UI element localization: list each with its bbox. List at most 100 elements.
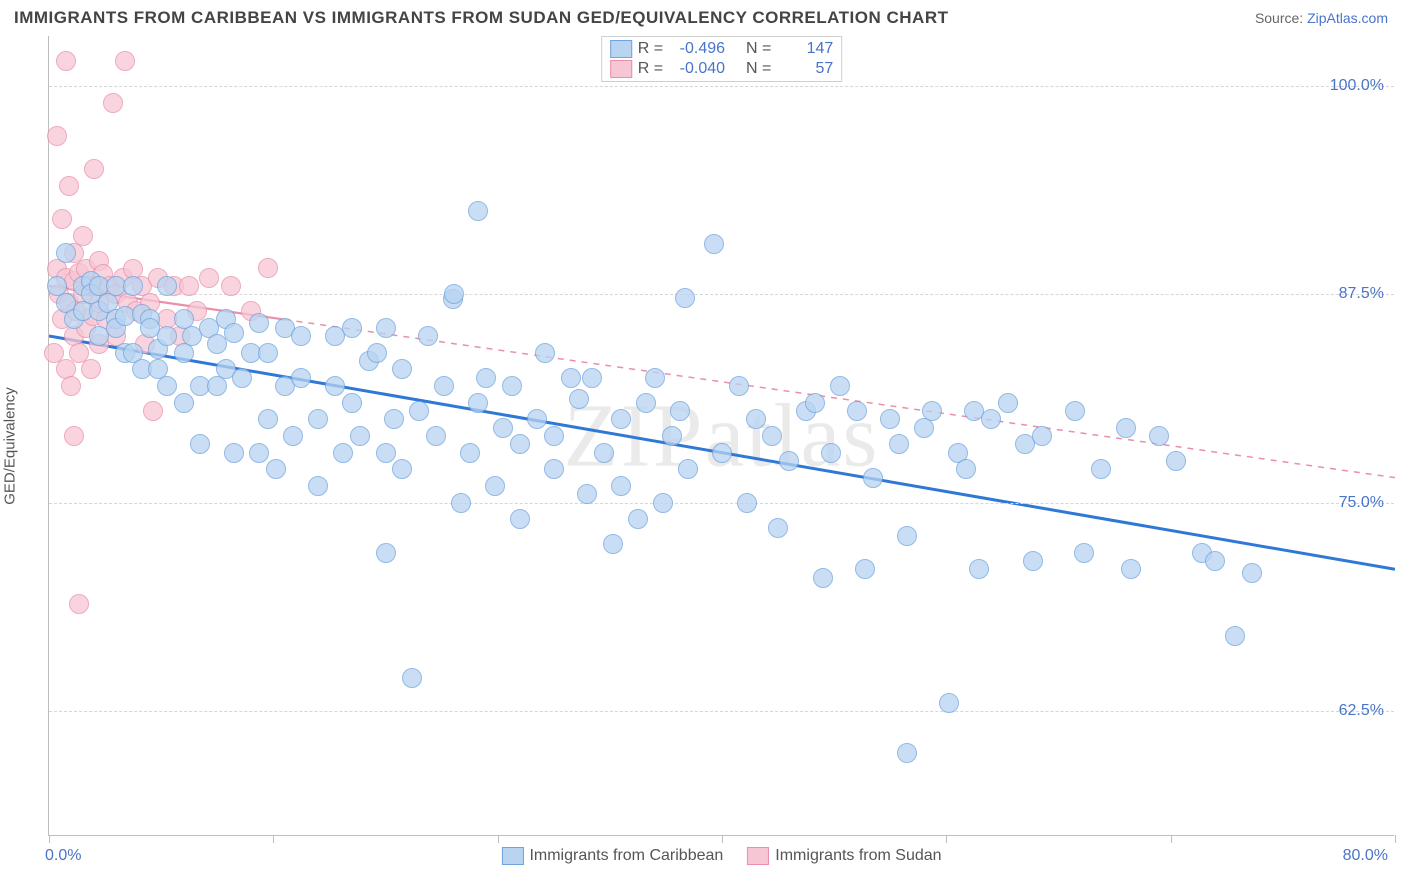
data-point bbox=[376, 443, 396, 463]
data-point bbox=[392, 459, 412, 479]
data-point bbox=[73, 226, 93, 246]
legend-swatch bbox=[610, 40, 632, 58]
data-point bbox=[350, 426, 370, 446]
data-point bbox=[544, 426, 564, 446]
y-axis-label: GED/Equivalency bbox=[2, 387, 19, 505]
data-point bbox=[746, 409, 766, 429]
data-point bbox=[527, 409, 547, 429]
data-point bbox=[582, 368, 602, 388]
legend-swatch bbox=[747, 847, 769, 865]
data-point bbox=[69, 594, 89, 614]
data-point bbox=[434, 376, 454, 396]
data-point bbox=[333, 443, 353, 463]
legend-row: R =-0.496 N =147 bbox=[610, 39, 834, 59]
data-point bbox=[636, 393, 656, 413]
data-point bbox=[493, 418, 513, 438]
data-point bbox=[1149, 426, 1169, 446]
data-point bbox=[939, 693, 959, 713]
data-point bbox=[535, 343, 555, 363]
data-point bbox=[1242, 563, 1262, 583]
data-point bbox=[628, 509, 648, 529]
data-point bbox=[729, 376, 749, 396]
data-point bbox=[675, 288, 695, 308]
chart-title: IMMIGRANTS FROM CARIBBEAN VS IMMIGRANTS … bbox=[14, 8, 949, 28]
data-point bbox=[342, 318, 362, 338]
data-point bbox=[61, 376, 81, 396]
data-point bbox=[653, 493, 673, 513]
data-point bbox=[863, 468, 883, 488]
data-point bbox=[510, 509, 530, 529]
data-point bbox=[1032, 426, 1052, 446]
data-point bbox=[737, 493, 757, 513]
x-tick bbox=[498, 835, 499, 843]
data-point bbox=[258, 258, 278, 278]
trend-lines-layer bbox=[49, 36, 1395, 836]
data-point bbox=[1023, 551, 1043, 571]
data-point bbox=[847, 401, 867, 421]
data-point bbox=[712, 443, 732, 463]
x-tick bbox=[49, 835, 50, 843]
y-tick-label: 100.0% bbox=[1330, 77, 1384, 95]
data-point bbox=[1074, 543, 1094, 563]
data-point bbox=[157, 326, 177, 346]
x-tick bbox=[1171, 835, 1172, 843]
data-point bbox=[179, 276, 199, 296]
x-min-label: 0.0% bbox=[45, 847, 81, 865]
data-point bbox=[468, 393, 488, 413]
data-point bbox=[485, 476, 505, 496]
data-point bbox=[451, 493, 471, 513]
data-point bbox=[266, 459, 286, 479]
source-attribution: Source: ZipAtlas.com bbox=[1255, 10, 1388, 26]
data-point bbox=[376, 543, 396, 563]
data-point bbox=[880, 409, 900, 429]
data-point bbox=[544, 459, 564, 479]
data-point bbox=[199, 268, 219, 288]
data-point bbox=[56, 243, 76, 263]
data-point bbox=[291, 326, 311, 346]
data-point bbox=[1166, 451, 1186, 471]
data-point bbox=[1065, 401, 1085, 421]
data-point bbox=[897, 526, 917, 546]
source-link[interactable]: ZipAtlas.com bbox=[1307, 10, 1388, 26]
data-point bbox=[670, 401, 690, 421]
data-point bbox=[981, 409, 1001, 429]
data-point bbox=[283, 426, 303, 446]
data-point bbox=[81, 359, 101, 379]
data-point bbox=[402, 668, 422, 688]
data-point bbox=[418, 326, 438, 346]
data-point bbox=[291, 368, 311, 388]
data-point bbox=[258, 409, 278, 429]
data-point bbox=[376, 318, 396, 338]
data-point bbox=[762, 426, 782, 446]
data-point bbox=[143, 401, 163, 421]
data-point bbox=[325, 376, 345, 396]
data-point bbox=[1121, 559, 1141, 579]
data-point bbox=[258, 343, 278, 363]
gridline bbox=[49, 86, 1394, 87]
data-point bbox=[830, 376, 850, 396]
data-point bbox=[779, 451, 799, 471]
x-tick bbox=[1395, 835, 1396, 843]
legend-swatch bbox=[501, 847, 523, 865]
legend-row: R =-0.040 N =57 bbox=[610, 59, 834, 79]
data-point bbox=[409, 401, 429, 421]
data-point bbox=[460, 443, 480, 463]
data-point bbox=[123, 276, 143, 296]
data-point bbox=[998, 393, 1018, 413]
data-point bbox=[611, 409, 631, 429]
data-point bbox=[577, 484, 597, 504]
gridline bbox=[49, 711, 1394, 712]
data-point bbox=[392, 359, 412, 379]
data-point bbox=[308, 409, 328, 429]
data-point bbox=[115, 51, 135, 71]
x-tick bbox=[946, 835, 947, 843]
data-point bbox=[52, 209, 72, 229]
data-point bbox=[813, 568, 833, 588]
data-point bbox=[502, 376, 522, 396]
data-point bbox=[367, 343, 387, 363]
data-point bbox=[384, 409, 404, 429]
data-point bbox=[569, 389, 589, 409]
data-point bbox=[611, 476, 631, 496]
data-point bbox=[64, 426, 84, 446]
data-point bbox=[249, 443, 269, 463]
